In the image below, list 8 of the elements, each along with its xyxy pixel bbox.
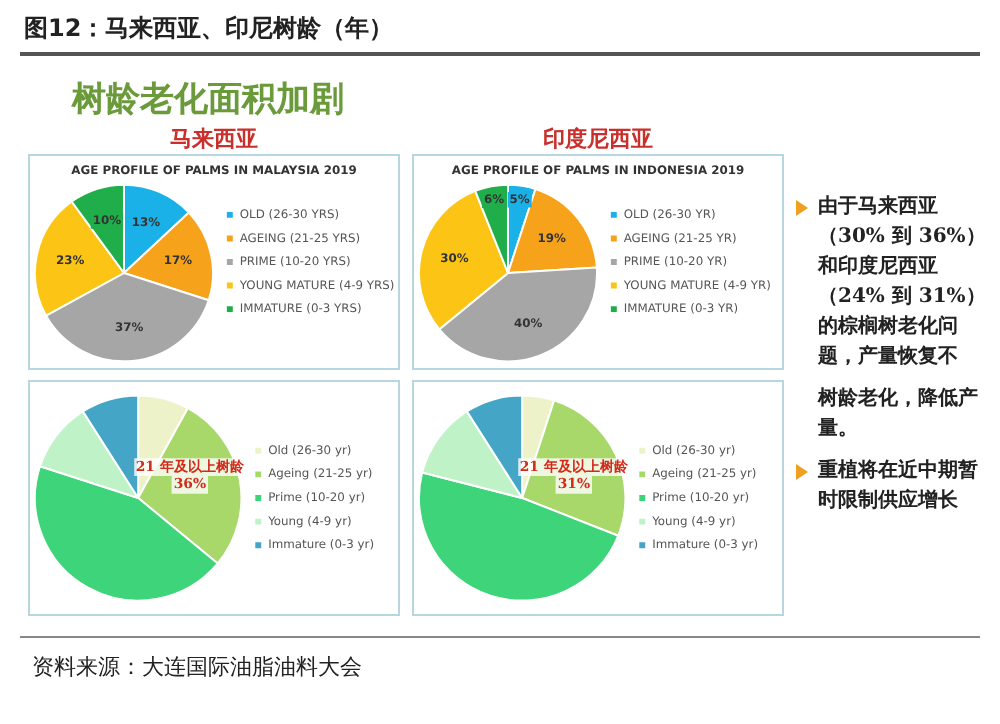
text: 资料来源：大连国际油脂油料大会 (32, 652, 362, 682)
chart-subtitle: 马来西亚 (168, 124, 260, 154)
chart-subtitle: 印度尼西亚 (541, 124, 655, 154)
text: 重植将在近中期暂时限制供应增长 (818, 457, 980, 516)
text: 图12：马来西亚、印尼树龄（年） (24, 12, 394, 46)
text: 树龄老化面积加剧 (72, 78, 344, 122)
text: 由于马来西亚（30% 到 36%）和印度尼西亚（24% 到 31%）的棕榈树老化问题，产量恢复不 (818, 193, 988, 372)
text: 树龄老化，降低产量。 (818, 385, 980, 444)
